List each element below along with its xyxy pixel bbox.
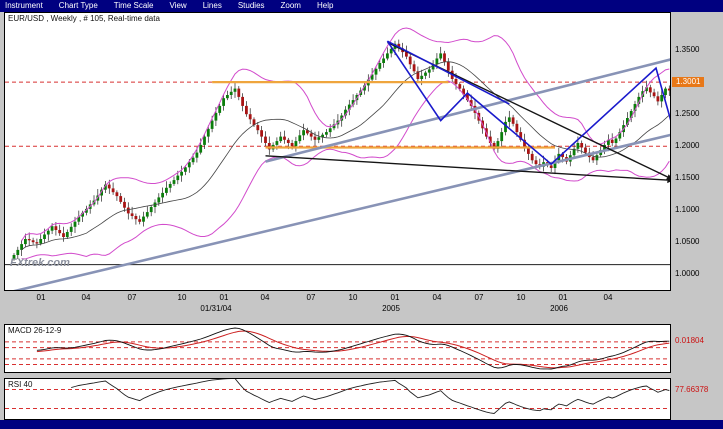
menu-bar: Instrument Chart Type Time Scale View Lines S…	[0, 0, 723, 12]
price-tick: 1.3500	[675, 45, 700, 54]
time-tick-month: 07	[306, 293, 316, 302]
bottom-bar	[0, 420, 723, 429]
macd-canvas[interactable]	[5, 325, 670, 372]
time-tick-month: 01	[390, 293, 400, 302]
time-tick-month: 10	[516, 293, 526, 302]
menu-studies[interactable]: Studies	[237, 1, 265, 10]
rsi-value: 77.66378	[675, 385, 709, 394]
watermark: FXtrek.com	[10, 257, 70, 269]
time-tick-month: 04	[432, 293, 442, 302]
menu-view[interactable]: View	[169, 1, 187, 10]
price-tick: 1.2500	[675, 109, 700, 118]
price-tick: 1.1500	[675, 173, 700, 182]
rsi-panel[interactable]: RSI 40	[4, 378, 671, 420]
price-tick: 1.1000	[675, 205, 700, 214]
time-tick-month: 07	[474, 293, 484, 302]
menu-chart-type[interactable]: Chart Type	[58, 1, 98, 10]
time-tick-month: 07	[127, 293, 137, 302]
time-tick-month: 10	[348, 293, 358, 302]
menu-zoom[interactable]: Zoom	[280, 1, 301, 10]
time-tick-year: 2006	[550, 304, 568, 313]
time-tick-year: 2005	[382, 304, 400, 313]
price-tick: 1.0000	[675, 269, 700, 278]
time-tick-month: 04	[81, 293, 91, 302]
menu-lines[interactable]: Lines	[202, 1, 222, 10]
menu-help[interactable]: Help	[316, 1, 334, 10]
macd-panel[interactable]: MACD 26-12-9	[4, 324, 671, 373]
rsi-canvas[interactable]	[5, 379, 670, 419]
price-tick-highlighted: 1.3001	[672, 77, 705, 87]
price-tick: 1.0500	[675, 237, 700, 246]
time-tick-month: 01	[36, 293, 46, 302]
menu-time-scale[interactable]: Time Scale	[113, 1, 154, 10]
chart-title: EUR/USD , Weekly , # 105, Real-time data	[8, 14, 160, 23]
price-tick: 1.2000	[675, 141, 700, 150]
macd-value: 0.01804	[675, 336, 704, 345]
price-chart-panel[interactable]: EUR/USD , Weekly , # 105, Real-time data…	[4, 12, 671, 291]
time-tick-year: 01/31/04	[200, 304, 232, 313]
time-tick-month: 10	[177, 293, 187, 302]
price-chart-canvas[interactable]	[5, 13, 670, 290]
menu-instrument[interactable]: Instrument	[5, 1, 43, 10]
rsi-label: RSI 40	[8, 380, 33, 389]
time-tick-month: 01	[558, 293, 568, 302]
macd-label: MACD 26-12-9	[8, 326, 62, 335]
time-tick-month: 04	[603, 293, 613, 302]
time-tick-month: 01	[219, 293, 229, 302]
time-tick-month: 04	[260, 293, 270, 302]
